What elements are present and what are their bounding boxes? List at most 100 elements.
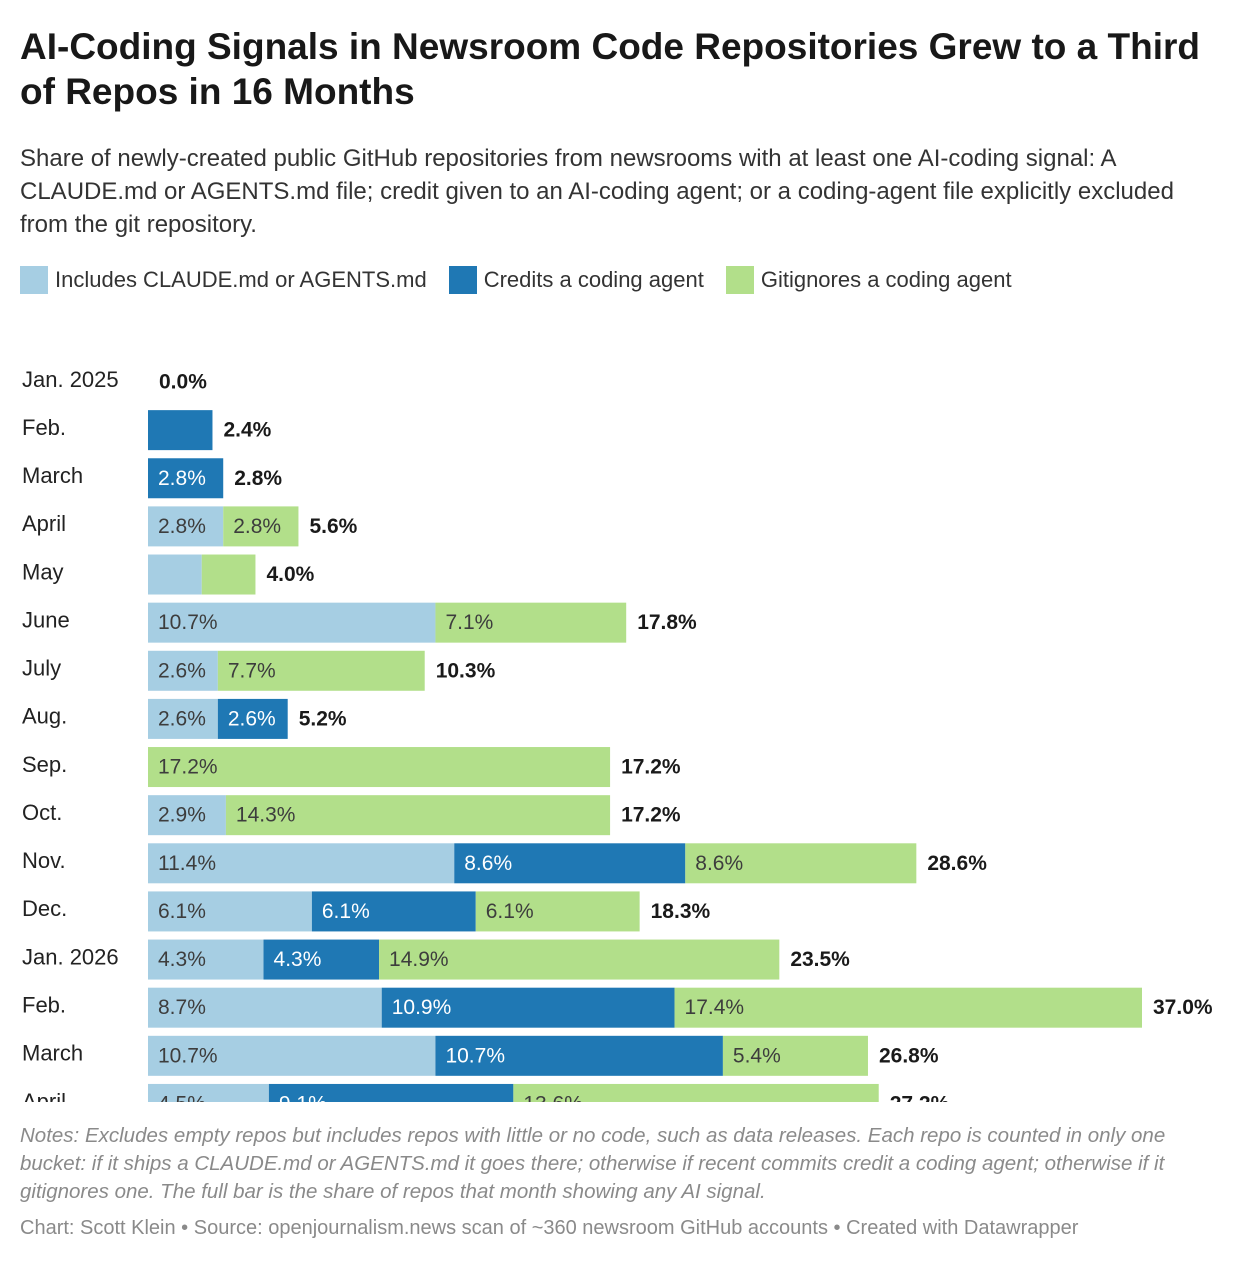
segment-label: 6.1%: [322, 900, 370, 923]
bar-segment: [148, 1083, 269, 1102]
stacked-bar-chart: Jan. 2025 0.0% Feb. 2.4% March 2.8% 2.8% April 2…: [22, 367, 1213, 1102]
segment-label: 17.4%: [685, 996, 745, 1019]
total-label: 5.2%: [299, 707, 347, 730]
legend-swatch-credits: [448, 266, 477, 294]
bar-segment: [148, 554, 202, 595]
chart-notes: Notes: Excludes empty repos but includes…: [20, 1124, 1166, 1203]
legend-label-credits: Credits a coding agent: [483, 267, 704, 292]
bar-segment: [513, 1083, 879, 1102]
segment-label: 6.1%: [486, 900, 534, 923]
bar-segment: [263, 939, 380, 980]
category-label: Dec.: [22, 896, 67, 921]
segment-label: 2.6%: [158, 659, 206, 682]
total-label: 17.2%: [621, 804, 681, 827]
segment-label: 2.8%: [158, 467, 206, 490]
total-label: 4.0%: [266, 563, 314, 586]
legend-item-gitignore: Gitignores a coding agent: [725, 266, 1012, 294]
bar-segment: [148, 939, 264, 980]
segment-label: 4.3%: [274, 948, 322, 971]
legend-item-credits: Credits a coding agent: [448, 266, 704, 294]
bar-segment: [148, 987, 382, 1028]
category-label: March: [22, 1041, 83, 1066]
bar-segment: [148, 602, 436, 643]
bar-segment: [225, 795, 611, 836]
segment-label: 10.7%: [158, 1044, 218, 1067]
total-label: 26.8%: [879, 1044, 939, 1067]
segment-label: 4.5%: [158, 1092, 206, 1102]
category-label: April: [22, 1089, 66, 1102]
category-label: June: [22, 607, 70, 632]
category-label: Sep.: [22, 752, 67, 777]
bar-segment: [148, 458, 224, 499]
total-label: 2.8%: [234, 467, 282, 490]
segment-label: 7.1%: [445, 611, 493, 634]
segment-label: 2.9%: [158, 804, 206, 827]
total-label: 18.3%: [651, 900, 711, 923]
segment-label: 10.7%: [445, 1044, 505, 1067]
total-label: 37.0%: [1153, 996, 1213, 1019]
segment-label: 8.6%: [695, 852, 743, 875]
bar-segment: [217, 698, 288, 739]
bar-segment: [148, 650, 218, 691]
bar-segment: [148, 747, 611, 788]
chart-subtitle: Share of newly-created public GitHub rep…: [20, 145, 1174, 238]
category-label: Feb.: [22, 993, 66, 1018]
segment-label: 8.6%: [464, 852, 512, 875]
total-label: 17.2%: [621, 756, 681, 779]
legend-swatch-claude: [20, 266, 48, 294]
category-label: March: [22, 463, 83, 488]
bar-segment: [201, 554, 256, 595]
bar-segment: [148, 891, 312, 932]
legend-label-gitignore: Gitignores a coding agent: [760, 267, 1012, 292]
segment-label: 2.6%: [228, 707, 276, 730]
legend-label-claude: Includes CLAUDE.md or AGENTS.md: [55, 267, 427, 292]
bar-segment: [148, 410, 213, 451]
total-label: 0.0%: [159, 371, 207, 394]
category-label: May: [22, 559, 64, 584]
chart-credits: Chart: Scott Klein • Source: openjournal…: [20, 1217, 1079, 1239]
segment-label: 6.1%: [158, 900, 206, 923]
total-label: 28.6%: [927, 852, 987, 875]
segment-label: 10.7%: [158, 611, 218, 634]
segment-label: 4.3%: [158, 948, 206, 971]
category-label: Feb.: [22, 415, 66, 440]
category-label: Jan. 2025: [22, 367, 119, 392]
bar-segment: [268, 1083, 514, 1102]
bar-segment: [311, 891, 476, 932]
segment-label: 17.2%: [158, 756, 218, 779]
bar-segment: [435, 602, 627, 643]
total-label: 2.4%: [223, 419, 271, 442]
bar-segment: [435, 1035, 723, 1076]
bar-segment: [722, 1035, 868, 1076]
bar-segment: [379, 939, 780, 980]
bar-segment: [148, 843, 455, 884]
bar-segment: [685, 843, 917, 884]
segment-label: 13.6%: [523, 1092, 583, 1102]
bar-segment: [223, 506, 299, 547]
total-label: 5.6%: [309, 515, 357, 538]
category-label: Nov.: [22, 848, 66, 873]
segment-label: 11.4%: [158, 852, 216, 875]
bar-segment: [381, 987, 675, 1028]
legend-swatch-gitignore: [725, 266, 754, 294]
segment-label: 7.7%: [228, 659, 276, 682]
total-label: 27.2%: [890, 1092, 950, 1102]
category-label: April: [22, 511, 66, 536]
total-label: 17.8%: [637, 611, 697, 634]
bar-segment: [148, 698, 218, 739]
bar-segment: [148, 506, 224, 547]
category-label: Aug.: [22, 704, 67, 729]
bar-segment: [454, 843, 686, 884]
bar-segment: [148, 795, 226, 836]
legend-item-claude: Includes CLAUDE.md or AGENTS.md: [20, 266, 427, 294]
category-label: Oct.: [22, 800, 62, 825]
bar-segment: [148, 1035, 436, 1076]
segment-label: 14.3%: [236, 804, 296, 827]
category-label: Jan. 2026: [22, 944, 119, 969]
segment-label: 5.4%: [733, 1044, 781, 1067]
bar-segment: [217, 650, 425, 691]
bar-segment: [475, 891, 640, 932]
segment-label: 8.7%: [158, 996, 206, 1019]
total-label: 23.5%: [790, 948, 850, 971]
segment-label: 2.8%: [158, 515, 206, 538]
